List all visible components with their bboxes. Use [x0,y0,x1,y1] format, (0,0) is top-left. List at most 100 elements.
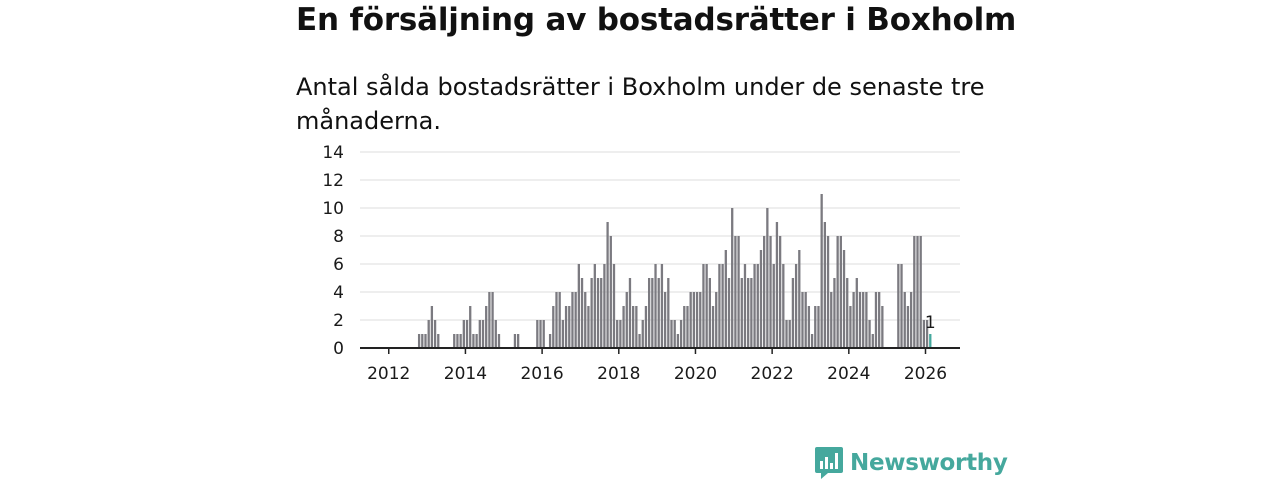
x-tick-label: 2026 [904,364,947,384]
bar [804,292,807,348]
bar [814,306,817,348]
bar [874,292,878,348]
bar [590,278,593,348]
bar [769,236,772,348]
bar [849,306,852,348]
bar [852,292,855,348]
bar [663,292,667,348]
bar [692,292,696,348]
bar [871,334,874,348]
bar [846,278,849,348]
annotations: 1 [925,313,936,333]
bar [539,320,542,348]
bar [705,264,708,348]
bar [839,236,842,348]
bar [775,222,779,348]
bar [497,334,501,348]
bar [469,306,472,348]
bar [456,334,459,348]
bar [708,278,711,348]
bar [868,320,871,348]
x-axis: 2012 2014 2016 2018 2020 2022 2024 2026 [360,347,960,384]
bar [830,292,833,348]
bar [536,320,539,348]
bar [878,292,881,348]
bar [475,334,478,348]
bar [721,264,724,348]
bar [676,334,680,348]
y-axis: 0 2 4 6 8 10 12 14 [322,143,344,359]
bar [417,334,421,348]
bar [759,250,763,348]
bar [862,292,865,348]
bar [638,334,641,348]
bar [794,264,798,348]
x-tick-label: 2016 [520,364,563,384]
bar [763,236,766,348]
bar [702,264,705,348]
bar [833,278,836,348]
bar [903,292,906,348]
bar [596,278,600,348]
bar [801,292,804,348]
y-tick-label: 10 [322,199,344,219]
bar [459,334,462,348]
bar [855,278,858,348]
bar [683,306,686,348]
bar [673,320,676,348]
bar [612,264,616,348]
bar [689,292,692,348]
bar [906,306,910,348]
newsworthy-logo: Newsworthy [814,446,1008,480]
bar [715,292,718,348]
bar [491,292,494,348]
bar [628,278,632,348]
y-tick-label: 6 [333,255,344,275]
bar [667,278,670,348]
bar [654,264,657,348]
bar [785,320,788,348]
bar [568,306,571,348]
bar [603,264,606,348]
bar [753,264,756,348]
bar [788,320,791,348]
y-tick-label: 2 [333,311,344,331]
bar [625,292,628,348]
bar [593,264,596,348]
bar [750,278,753,348]
bar [826,236,830,348]
chart-subtitle: Antal sålda bostadsrätter i Boxholm unde… [296,73,985,135]
bar [922,320,926,348]
bar [900,264,903,348]
bar [660,264,664,348]
bar-chart: 0 2 4 6 8 10 12 14 2012 2014 2016 2018 2020 2022 2024… [322,143,960,384]
bar [881,306,884,348]
x-tick-label: 2020 [674,364,717,384]
bar [798,250,801,348]
bar [820,194,823,348]
bar [695,292,699,348]
bar [453,334,456,348]
bar [421,334,424,348]
bar [424,334,427,348]
bar [916,236,919,348]
bar [842,250,846,348]
bar [686,306,689,348]
bar [747,278,750,348]
bar [577,264,580,348]
bar [472,334,475,348]
bar [925,320,929,348]
bar [481,320,485,348]
bar [817,306,820,348]
bar [609,236,612,348]
bar [548,334,552,348]
bar-chart-icon [815,447,843,479]
bar [699,292,702,348]
x-tick-label: 2018 [597,364,640,384]
bar [670,320,673,348]
bar [909,292,913,348]
bar [632,306,635,348]
bar [647,278,651,348]
bar [740,278,743,348]
bar [810,334,814,348]
